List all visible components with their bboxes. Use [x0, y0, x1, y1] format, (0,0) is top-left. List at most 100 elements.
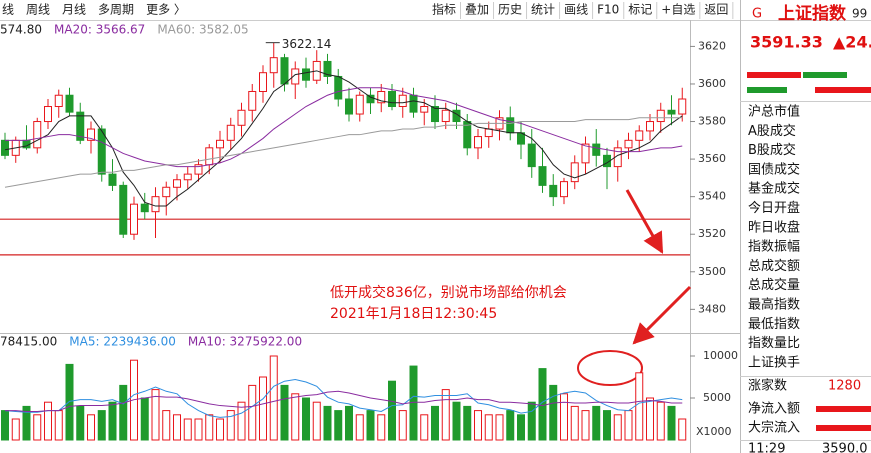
volume-bar — [119, 384, 128, 441]
volume-bar — [33, 414, 42, 441]
y-tick-label: 3620 — [698, 39, 726, 52]
volume-bar — [97, 410, 106, 441]
toolbar-button[interactable]: 标记 — [628, 3, 652, 17]
volume-ma-line — [4, 379, 683, 418]
volume-bar — [635, 372, 644, 441]
candle-body — [269, 57, 278, 74]
volume-bar — [11, 418, 20, 441]
volume-bar — [334, 410, 343, 441]
candle-body — [44, 106, 52, 123]
panel-row: 上证换手 — [748, 355, 800, 370]
flow-bar — [816, 425, 871, 431]
candle-body — [237, 109, 246, 126]
candle-body — [259, 72, 267, 92]
toolbar-button[interactable]: 历史 — [498, 3, 522, 17]
toolbar-item[interactable]: 月线 — [62, 3, 86, 17]
volume-bar — [603, 410, 611, 441]
annotation: 2021年1月18日12:30:45 — [330, 306, 497, 322]
candle-body — [323, 60, 332, 77]
panel-time: 11:29 — [748, 442, 785, 453]
panel-time-price: 3590.0 — [822, 442, 868, 453]
candle-body — [87, 128, 95, 141]
panel-value: 1280 — [828, 379, 861, 394]
candle-body — [108, 173, 117, 186]
highlight-ellipse — [577, 350, 643, 386]
y-tick-label: 3600 — [698, 77, 726, 90]
toolbar-button[interactable]: 返回 — [704, 3, 728, 17]
arrow — [632, 285, 692, 345]
candle-body — [624, 139, 633, 149]
candle-body — [33, 121, 42, 149]
candle-body — [54, 94, 63, 108]
panel-row: 总成交量 — [748, 277, 800, 293]
candle-body — [97, 128, 106, 175]
volume-bar — [87, 414, 95, 441]
panel-row: 今日开盘 — [748, 200, 800, 216]
ma-line — [4, 117, 683, 188]
y-tick-label: 3580 — [698, 115, 726, 128]
volume-bar — [65, 363, 74, 441]
volume-bar — [108, 401, 117, 441]
candle-body — [420, 106, 429, 113]
candle-body — [646, 121, 654, 132]
toolbar-button[interactable]: 指标 — [432, 2, 456, 17]
volume-bar — [54, 410, 63, 441]
toolbar-button[interactable]: 画线 — [564, 3, 588, 17]
volume-bar — [280, 384, 289, 441]
volume-bar — [248, 384, 257, 441]
volume-bar — [259, 376, 267, 441]
toolbar-button[interactable]: F10 — [597, 3, 619, 17]
volume-bar — [581, 410, 590, 441]
legend-entry: 574.80 — [0, 23, 42, 37]
volume-bar — [162, 410, 171, 441]
candle-body — [280, 57, 289, 85]
volume-bar — [484, 414, 493, 441]
panel-row: 大宗流入 — [748, 420, 800, 436]
panel-row: B股成交 — [748, 142, 796, 158]
candle-body — [140, 203, 149, 213]
candle-body — [635, 130, 644, 141]
candle-body — [581, 143, 590, 164]
volume-bar — [269, 355, 278, 441]
panel-row: 指数振幅 — [748, 240, 800, 255]
toolbar-item[interactable]: 多周期 — [98, 3, 134, 17]
candle-body — [570, 162, 579, 183]
toolbar-item[interactable]: 线 — [2, 3, 14, 17]
candle-body — [474, 136, 482, 149]
candle-body — [248, 90, 257, 111]
candle-body — [1, 139, 9, 156]
toolbar-button[interactable]: 叠加 — [465, 3, 489, 17]
panel-row: 最高指数 — [748, 297, 800, 313]
toolbar-item[interactable]: 更多 〉 — [146, 3, 186, 17]
toolbar-item[interactable]: 周线 — [26, 3, 50, 17]
y-tick-label: 5000 — [703, 391, 731, 404]
y-tick-label: 10000 — [703, 349, 738, 362]
candle-body — [173, 179, 181, 188]
volume-bar — [506, 410, 515, 441]
y-tick-label: 3480 — [698, 302, 726, 315]
volume-bar — [656, 401, 665, 441]
bar-deco — [803, 72, 847, 78]
legend-entry: MA20: 3566.67 — [54, 23, 145, 37]
volume-bar — [312, 401, 321, 441]
y-tick-label: 3540 — [698, 190, 726, 203]
volume-bar — [592, 405, 601, 441]
toolbar-button[interactable]: +自选 — [661, 3, 695, 17]
panel-row: 净流入额 — [748, 402, 800, 417]
volume-ma-line — [5, 390, 683, 412]
volume-bar — [527, 401, 536, 441]
volume-bar — [420, 414, 429, 441]
volume-bar — [613, 414, 622, 441]
volume-bar — [646, 397, 654, 441]
volume-bar — [452, 401, 461, 441]
toolbar-button[interactable]: 统计 — [531, 3, 555, 17]
volume-bar — [377, 414, 386, 441]
panel-row: 总成交额 — [748, 258, 800, 274]
volume-bar — [194, 418, 203, 441]
candle-body — [431, 106, 439, 123]
candle-body — [527, 143, 536, 168]
candle-body — [388, 90, 396, 108]
bar-deco — [747, 72, 801, 78]
volume-bar — [345, 405, 353, 441]
